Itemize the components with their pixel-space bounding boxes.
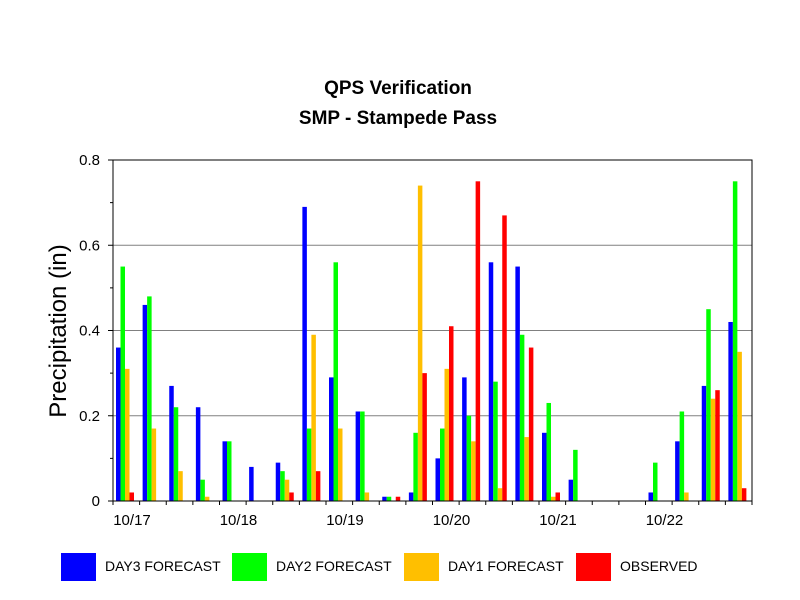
legend-swatch — [61, 553, 96, 581]
bar — [395, 496, 401, 501]
bar — [275, 462, 281, 501]
bar — [382, 496, 387, 501]
bar — [408, 492, 414, 501]
bar — [737, 351, 742, 501]
bar — [280, 471, 285, 501]
bar — [116, 347, 121, 501]
chart-title: QPS Verification — [324, 78, 472, 99]
bar — [227, 441, 232, 501]
bar — [173, 407, 179, 501]
bar — [413, 432, 418, 501]
bar — [360, 411, 365, 501]
bar — [355, 411, 361, 501]
legend-swatch — [404, 553, 439, 581]
y-tick-label: 0 — [92, 493, 100, 510]
bar — [648, 492, 653, 501]
bar — [515, 266, 520, 501]
bar — [684, 492, 689, 501]
bars — [116, 181, 747, 501]
axes: 0 0.2 0.4 0.6 0.8 10/17 10/18 10/19 10/20 10/21 10… — [79, 152, 753, 529]
x-date-label: 10/18 — [220, 512, 258, 529]
bar — [555, 492, 560, 501]
bar — [471, 441, 476, 501]
bar — [178, 471, 183, 501]
bar — [497, 488, 503, 501]
legend-swatch — [576, 553, 611, 581]
bar — [493, 381, 498, 501]
bar — [528, 347, 534, 501]
bar — [542, 432, 547, 501]
bar — [728, 321, 733, 501]
bar — [338, 428, 343, 501]
bar — [120, 266, 125, 501]
bar — [200, 479, 205, 501]
bar — [125, 368, 130, 501]
legend-label: DAY2 FORECAST — [276, 558, 392, 574]
bar — [306, 428, 312, 501]
bar — [151, 428, 157, 501]
bar — [653, 462, 658, 501]
bar — [147, 296, 152, 501]
y-tick-label: 0.2 — [79, 408, 100, 425]
legend-label: OBSERVED — [620, 558, 698, 574]
bar — [329, 377, 334, 501]
bar — [546, 402, 551, 501]
bar — [333, 262, 338, 501]
bar — [475, 181, 481, 501]
bar — [462, 377, 467, 501]
legend-label: DAY3 FORECAST — [105, 558, 221, 574]
bar — [142, 304, 148, 501]
x-date-label: 10/21 — [539, 512, 577, 529]
bar — [315, 471, 321, 501]
legend: DAY3 FORECAST DAY2 FORECAST DAY1 FORECAST O… — [61, 553, 698, 581]
bar — [249, 466, 254, 501]
bar — [573, 449, 578, 501]
x-date-label: 10/17 — [113, 512, 151, 529]
y-tick-label: 0.8 — [79, 152, 100, 169]
bar — [284, 479, 290, 501]
bar — [519, 334, 525, 501]
y-tick-label: 0.4 — [79, 323, 100, 340]
bar — [444, 368, 449, 501]
bar — [701, 385, 707, 501]
x-date-label: 10/22 — [646, 512, 684, 529]
bar — [364, 492, 370, 501]
legend-swatch — [232, 553, 267, 581]
bar — [551, 496, 556, 501]
bar — [440, 428, 445, 501]
x-date-label: 10/19 — [326, 512, 364, 529]
bar — [715, 390, 720, 501]
bar — [675, 441, 680, 501]
bar — [488, 262, 494, 501]
bar — [466, 415, 472, 501]
legend-label: DAY1 FORECAST — [448, 558, 564, 574]
bar — [732, 181, 738, 501]
bar — [417, 185, 423, 501]
bar — [502, 215, 507, 501]
bar — [568, 479, 574, 501]
bar — [222, 441, 227, 501]
bar — [302, 206, 307, 501]
y-axis-label: Precipitation (in) — [45, 244, 72, 417]
bar — [435, 458, 440, 501]
gridlines — [113, 244, 752, 417]
bar — [195, 407, 201, 501]
chart-subtitle: SMP - Stampede Pass — [299, 108, 497, 129]
bar — [289, 492, 294, 501]
bar — [311, 334, 316, 501]
bar — [386, 496, 392, 501]
bar — [710, 398, 716, 501]
bar — [422, 373, 427, 501]
bar — [129, 492, 134, 501]
bar — [741, 488, 747, 501]
bar — [449, 326, 454, 501]
bar — [706, 309, 711, 501]
y-tick-label: 0.6 — [79, 237, 100, 254]
x-date-label: 10/20 — [433, 512, 471, 529]
bar — [679, 411, 685, 501]
bar — [524, 437, 529, 501]
bar — [204, 496, 210, 501]
bar — [169, 385, 174, 501]
